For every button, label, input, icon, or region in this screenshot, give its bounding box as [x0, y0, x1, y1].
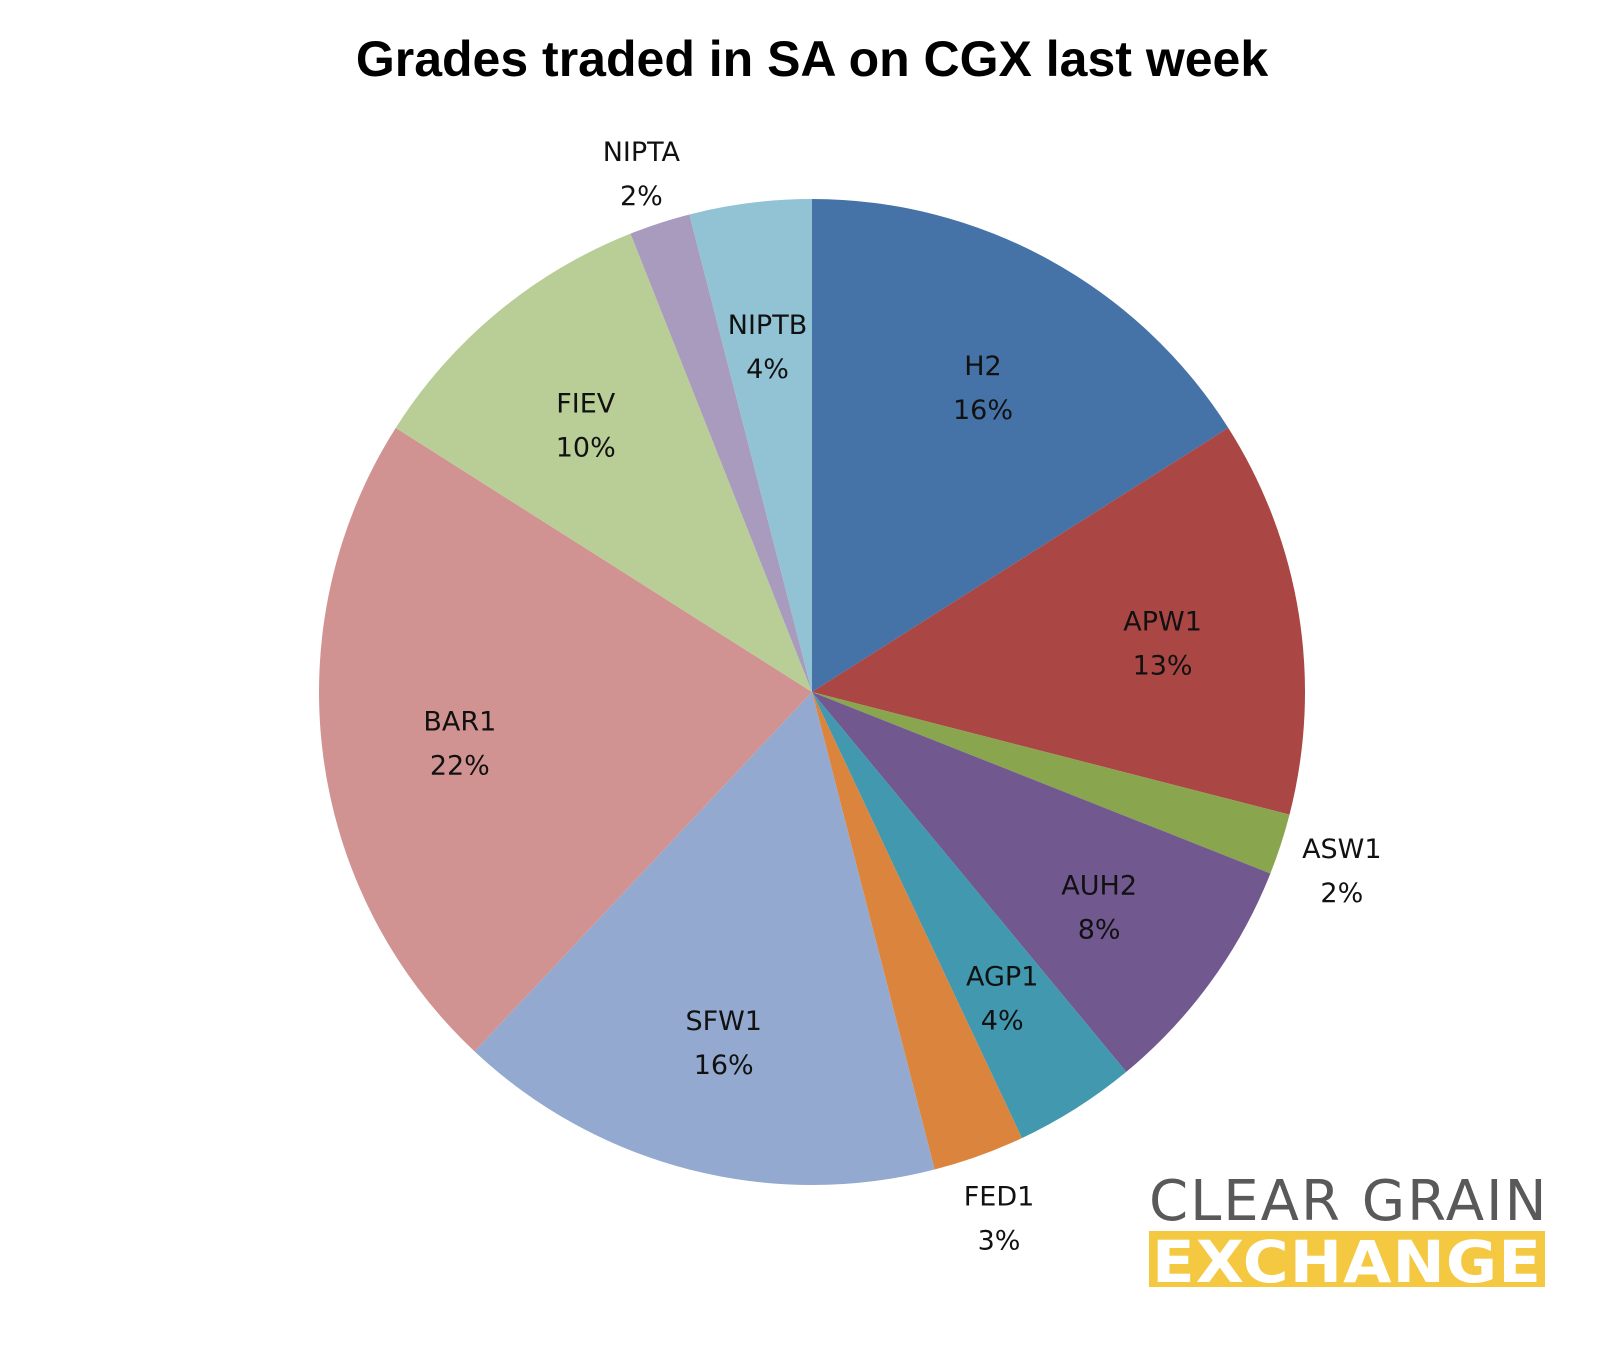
slice-label-percent: 8% [1078, 915, 1121, 946]
slice-label-percent: 2% [1320, 878, 1363, 909]
pie-slice-asw1 [812, 692, 1290, 874]
pie-slice-auh2 [812, 692, 1271, 1072]
pie-slice-sfw1 [474, 692, 935, 1185]
slice-label-percent: 3% [978, 1226, 1021, 1257]
pie-slice-fed1 [812, 692, 1022, 1170]
clear-grain-exchange-logo: CLEAR GRAIN EXCHANGE [1149, 1169, 1548, 1296]
pie-slice-niptb [689, 199, 812, 692]
slice-label-name: NIPTA [603, 137, 681, 168]
slice-label-agp1: AGP1 4% [966, 962, 1038, 1037]
pie-slices [318, 199, 1305, 1185]
slice-label-bar1: BAR1 22% [423, 706, 496, 781]
slice-label-name: AUH2 [1061, 871, 1137, 902]
pie-slice-h2 [812, 199, 1229, 692]
slice-label-percent: 2% [620, 181, 663, 212]
logo-band [1149, 1231, 1545, 1287]
slice-label-name: FED1 [964, 1182, 1035, 1213]
slice-label-auh2: AUH2 8% [1061, 871, 1137, 946]
slice-label-fiev: FIEV 10% [556, 388, 616, 463]
pie-slice-agp1 [812, 692, 1127, 1139]
slice-label-name: AGP1 [966, 962, 1038, 993]
logo-line1: CLEAR GRAIN [1149, 1169, 1548, 1234]
slice-label-apw1: APW1 13% [1123, 606, 1202, 681]
slice-label-percent: 13% [1133, 650, 1193, 681]
logo-line2: EXCHANGE [1152, 1228, 1542, 1296]
slice-label-sfw1: SFW1 16% [685, 1006, 762, 1081]
chart-title: Grades traded in SA on CGX last week [356, 31, 1268, 87]
slice-label-name: H2 [964, 351, 1001, 382]
pie-slice-bar1 [318, 427, 812, 1052]
pie-slice-nipta [630, 214, 812, 692]
slice-label-name: NIPTB [728, 310, 807, 341]
slice-label-percent: 16% [694, 1050, 754, 1081]
slice-label-percent: 22% [430, 750, 490, 781]
pie-slice-fiev [395, 233, 812, 693]
slice-label-niptb: NIPTB 4% [728, 310, 807, 385]
slice-label-percent: 4% [746, 354, 789, 385]
slice-label-name: ASW1 [1302, 834, 1381, 865]
slice-label-name: APW1 [1123, 606, 1202, 637]
slice-label-nipta: NIPTA 2% [603, 137, 681, 212]
pie-slice-apw1 [812, 427, 1305, 815]
slice-label-asw1: ASW1 2% [1302, 834, 1381, 909]
slice-labels: H2 16%APW1 13%ASW1 2%AUH2 8%AGP1 4%FED1 3%SFW1… [423, 137, 1381, 1257]
slice-label-percent: 4% [981, 1006, 1024, 1037]
slice-label-h2: H2 16% [953, 351, 1013, 426]
slice-label-percent: 10% [556, 432, 616, 463]
slice-label-name: SFW1 [685, 1006, 762, 1037]
slice-label-percent: 16% [953, 395, 1013, 426]
slice-label-name: BAR1 [423, 706, 496, 737]
slice-label-fed1: FED1 3% [964, 1182, 1035, 1257]
slice-label-name: FIEV [556, 388, 616, 419]
